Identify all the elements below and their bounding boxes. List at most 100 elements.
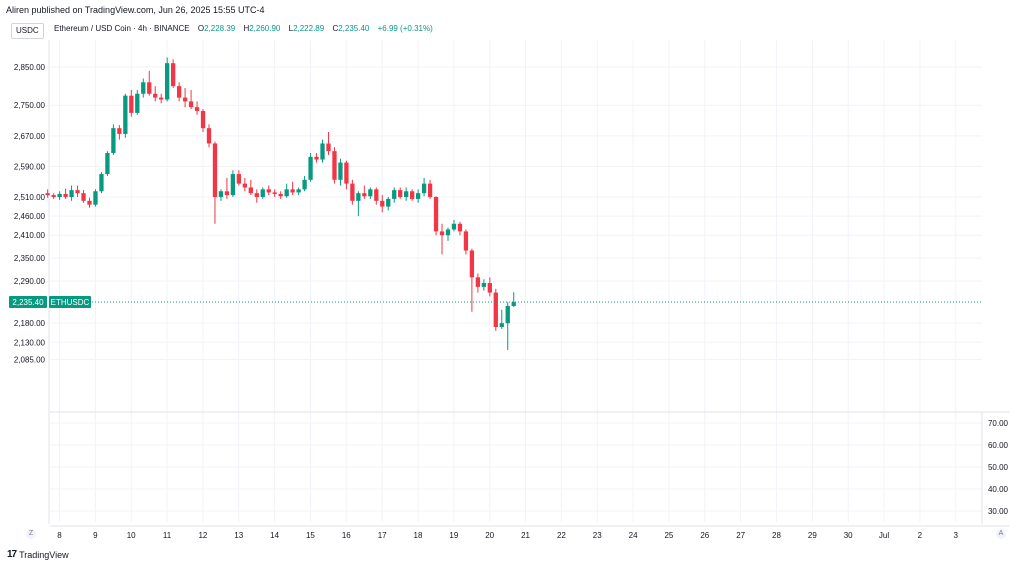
candle <box>302 175 307 192</box>
candle-body <box>356 193 361 201</box>
oscillator-tick-label: 60.00 <box>988 441 1009 450</box>
candle <box>314 153 319 163</box>
candle-body <box>308 156 313 180</box>
price-tick-label: 2,290.00 <box>14 277 46 286</box>
high-label: H <box>243 24 250 33</box>
candle <box>147 70 152 96</box>
candle-body <box>362 193 367 197</box>
candle <box>392 187 397 203</box>
candle <box>487 277 492 297</box>
candle <box>409 189 415 201</box>
candle <box>212 141 218 224</box>
candle-body <box>404 191 409 197</box>
price-tick-label: 2,085.00 <box>14 356 46 365</box>
tradingview-mark-icon: 17 <box>7 549 17 560</box>
candle-body <box>350 183 355 201</box>
candle-body <box>475 277 481 287</box>
oscillator-tick-label: 70.00 <box>988 419 1009 428</box>
candle <box>415 189 421 203</box>
candle-body <box>248 187 253 194</box>
candle-body <box>463 231 469 251</box>
candle <box>451 219 457 232</box>
time-tick-label: 10 <box>127 531 136 540</box>
candle <box>362 185 367 199</box>
price-tick-label: 2,670.00 <box>14 132 46 141</box>
candle-body <box>398 190 403 197</box>
candle <box>194 101 200 115</box>
symbol-label-text: ETHUSDC <box>51 298 90 307</box>
candle <box>188 89 194 110</box>
auto-scale-button[interactable]: A <box>996 529 1006 539</box>
candle <box>45 189 50 198</box>
candle <box>105 151 110 176</box>
candle <box>165 57 170 102</box>
candle <box>153 86 158 102</box>
price-tick-label: 2,410.00 <box>14 231 46 240</box>
candle <box>374 187 379 205</box>
candle-body <box>427 183 433 197</box>
time-tick-label: 8 <box>57 531 62 540</box>
candle <box>159 93 164 104</box>
candle-body <box>278 193 283 197</box>
oscillator-tick-label: 40.00 <box>988 485 1009 494</box>
candle-body <box>194 107 200 111</box>
candle <box>499 309 504 329</box>
candle-body <box>380 200 385 207</box>
candle-body <box>135 93 140 113</box>
candle-body <box>170 63 176 87</box>
candle-body <box>75 190 80 194</box>
candle-body <box>290 189 295 193</box>
time-tick-label: 25 <box>664 531 673 540</box>
time-tick-label: 15 <box>306 531 315 540</box>
candle <box>278 191 283 199</box>
candle-body <box>415 193 421 199</box>
candle-body <box>421 183 427 194</box>
candle <box>135 89 140 115</box>
candle <box>242 177 247 192</box>
publish-info: Aliren published on TradingView.com, Jun… <box>6 5 265 15</box>
candle <box>493 288 498 331</box>
candle-body <box>386 198 391 207</box>
candle <box>332 147 337 184</box>
ohlc-legend: Ethereum / USD Coin · 4h · BINANCE O2,22… <box>54 24 433 33</box>
candle-body <box>266 189 271 193</box>
currency-badge[interactable]: USDC <box>11 23 44 39</box>
time-tick-label: 13 <box>234 531 243 540</box>
candle <box>344 160 349 190</box>
candle <box>284 183 289 198</box>
low-value: 2,222.89 <box>293 24 325 33</box>
candle <box>141 78 146 98</box>
candle-body <box>451 223 457 230</box>
candle-body <box>469 250 475 278</box>
candle-body <box>493 292 498 327</box>
candle-body <box>439 231 445 236</box>
oscillator-tick-label: 30.00 <box>988 507 1009 516</box>
candle-body <box>457 223 463 232</box>
time-tick-label: 3 <box>954 531 959 540</box>
candle-body <box>81 193 86 201</box>
candle-body <box>326 143 331 152</box>
candle <box>236 170 242 186</box>
candle <box>469 248 475 312</box>
zoom-corner-button[interactable]: Z <box>26 529 36 539</box>
candle <box>308 153 313 182</box>
candle-body <box>314 156 319 160</box>
time-tick-label: 30 <box>844 531 853 540</box>
candle <box>57 191 62 201</box>
candle <box>439 223 445 255</box>
candle <box>200 109 206 132</box>
candle <box>75 185 80 197</box>
candle <box>290 181 295 196</box>
candle-body <box>481 283 486 287</box>
price-tick-label: 2,750.00 <box>14 101 46 110</box>
time-tick-label: 12 <box>198 531 207 540</box>
candle-body <box>374 189 379 201</box>
time-tick-label: 27 <box>736 531 745 540</box>
close-label: C <box>332 24 339 33</box>
candle-body <box>87 200 92 205</box>
last-price-box <box>9 295 47 308</box>
candle <box>51 193 56 199</box>
time-tick-label: 17 <box>378 531 387 540</box>
candle <box>248 179 253 196</box>
